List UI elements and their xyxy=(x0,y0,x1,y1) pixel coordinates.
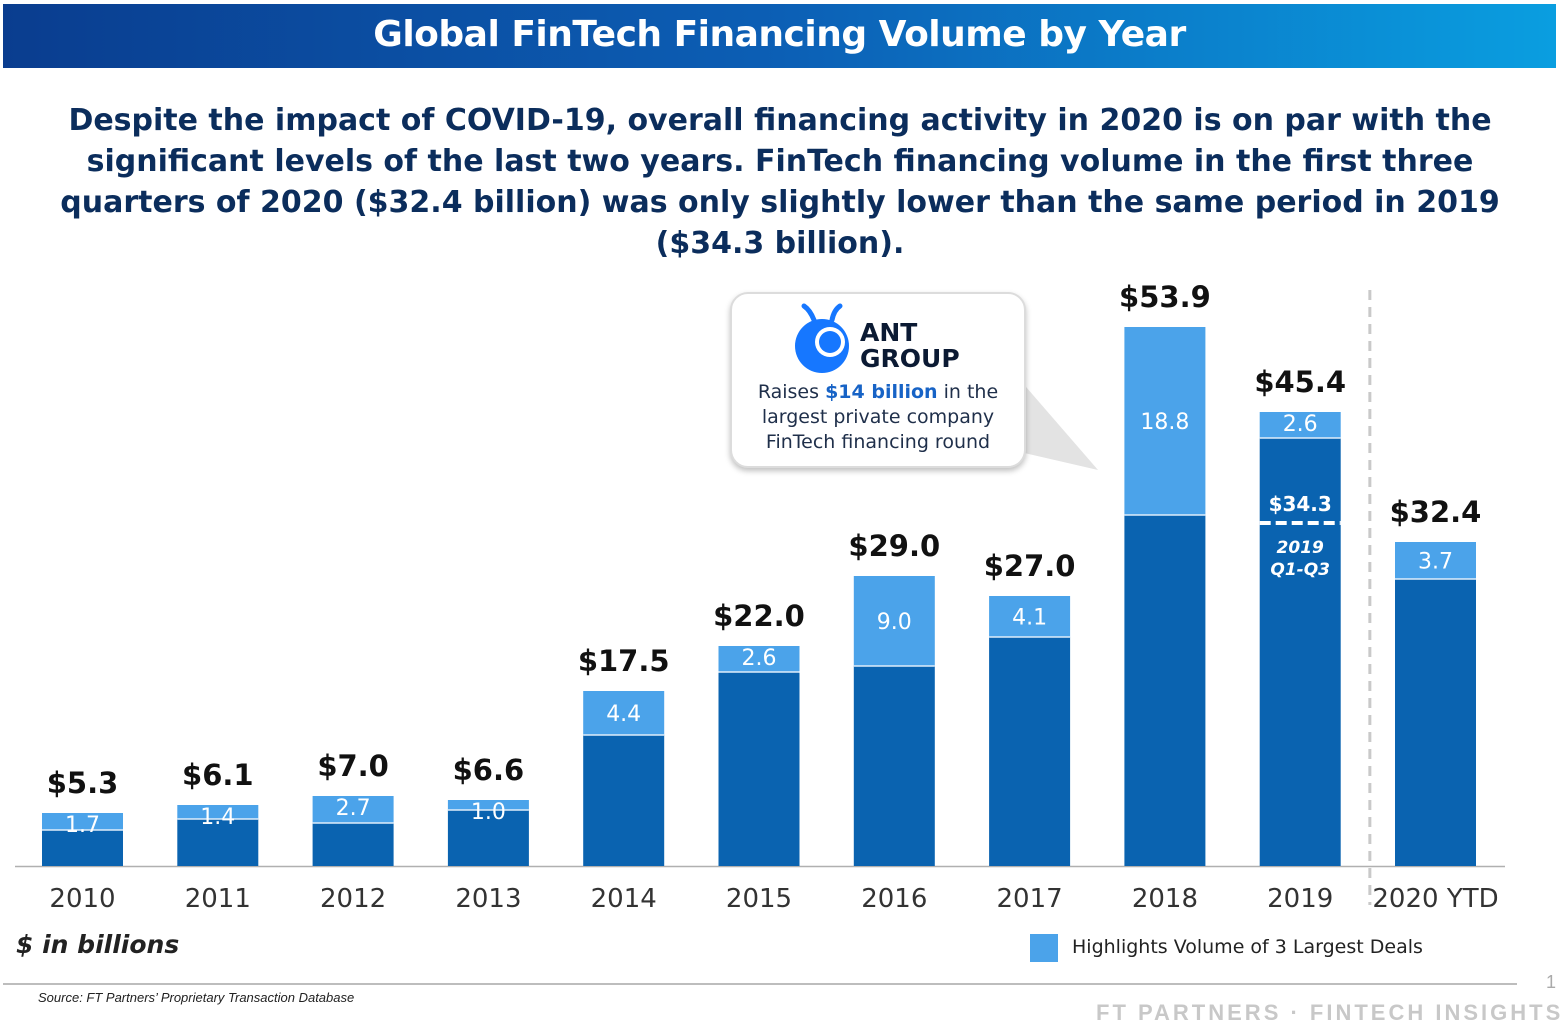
total-value-label: $45.4 xyxy=(1254,365,1346,399)
bar-highlight-2020-YTD xyxy=(1395,542,1476,579)
bar-base-2013 xyxy=(447,810,529,866)
total-value-label: $29.0 xyxy=(848,529,940,563)
x-tick-label: 2012 xyxy=(320,884,386,914)
highlight-value-label: 1.4 xyxy=(200,805,235,830)
bar-highlight-2013 xyxy=(447,800,529,810)
highlight-value-label: 4.4 xyxy=(606,702,641,727)
x-tick-label: 2020 YTD xyxy=(1372,884,1498,914)
total-value-label: $17.5 xyxy=(578,644,670,678)
ant-group-logo-icon xyxy=(795,303,849,373)
highlight-value-label: 2.6 xyxy=(1283,412,1318,437)
bar-base-2015 xyxy=(718,672,800,866)
ant-group-name: ANT GROUP xyxy=(860,320,960,372)
total-value-label: $5.3 xyxy=(47,766,119,800)
highlight-value-label: 9.0 xyxy=(877,610,912,635)
bar-base-2016 xyxy=(853,666,935,866)
x-tick-label: 2010 xyxy=(49,884,115,914)
highlight-value-label: 1.0 xyxy=(471,800,506,825)
x-tick-label: 2011 xyxy=(185,884,251,914)
page-subtitle: Despite the impact of COVID-19, overall … xyxy=(60,103,1500,261)
q1-q3-caption-year: 2019 xyxy=(1277,538,1324,558)
callout-text-highlight: $14 billion xyxy=(825,381,938,403)
source-note: Source: FT Partners’ Proprietary Transac… xyxy=(38,990,355,1005)
total-value-label: $22.0 xyxy=(713,599,805,633)
ant-group-name-line1: ANT xyxy=(860,318,918,347)
bar-highlight-2018 xyxy=(1124,327,1206,515)
callout-text: Raises $14 billion in the largest privat… xyxy=(742,380,1014,455)
x-tick-label: 2013 xyxy=(455,884,521,914)
bar-highlight-2011 xyxy=(177,805,259,819)
total-value-label: $32.4 xyxy=(1390,495,1482,529)
ant-group-name-line2: GROUP xyxy=(860,344,960,373)
page-number: 1 xyxy=(1546,972,1557,992)
bar-base-2020-YTD xyxy=(1395,579,1476,866)
bar-base-2014 xyxy=(583,735,665,866)
x-tick-label: 2018 xyxy=(1132,884,1198,914)
bar-base-2012 xyxy=(312,823,394,866)
highlight-value-label: 4.1 xyxy=(1012,606,1047,631)
highlight-value-label: 3.7 xyxy=(1418,550,1453,575)
q1-q3-caption-period: Q1-Q3 xyxy=(1270,560,1330,580)
total-value-label: $7.0 xyxy=(317,749,389,783)
x-tick-label: 2019 xyxy=(1267,884,1333,914)
bar-base-2018 xyxy=(1124,515,1206,866)
legend-label: Highlights Volume of 3 Largest Deals xyxy=(1072,936,1423,958)
x-tick-label: 2016 xyxy=(861,884,927,914)
callout-text-pre: Raises xyxy=(757,381,826,403)
total-value-label: $6.1 xyxy=(182,758,254,792)
x-tick-label: 2015 xyxy=(726,884,792,914)
q1-q3-value-label: $34.3 xyxy=(1269,492,1332,516)
bar-base-2017 xyxy=(989,637,1071,866)
highlight-value-label: 18.8 xyxy=(1140,410,1189,435)
x-tick-label: 2014 xyxy=(591,884,657,914)
title-banner: Global FinTech Financing Volume by Year xyxy=(3,4,1556,68)
footer-divider xyxy=(3,983,1517,985)
legend-swatch xyxy=(1030,934,1058,962)
bar-base-2010 xyxy=(42,830,123,866)
bar-highlight-2012 xyxy=(312,796,394,823)
bar-highlight-2017 xyxy=(989,596,1071,637)
callout-pointer xyxy=(1020,380,1098,470)
highlight-value-label: 2.6 xyxy=(742,646,777,671)
footer-brand: FT PARTNERS · FINTECH INSIGHTS xyxy=(1096,1000,1560,1025)
bar-base-2011 xyxy=(177,819,259,866)
x-tick-label: 2017 xyxy=(997,884,1063,914)
ant-group-callout: ANT GROUP Raises $14 billion in the larg… xyxy=(730,292,1026,468)
callout-text-post: in the largest private company FinTech f… xyxy=(761,381,999,453)
bar-highlight-2016 xyxy=(853,576,935,666)
bar-highlight-2014 xyxy=(583,691,665,735)
bar-highlight-2015 xyxy=(718,646,800,672)
bar-highlight-2019 xyxy=(1259,412,1341,438)
page-title: Global FinTech Financing Volume by Year xyxy=(373,14,1186,55)
bar-highlight-2010 xyxy=(42,813,123,830)
total-value-label: $6.6 xyxy=(453,753,525,787)
highlight-value-label: 2.7 xyxy=(336,796,371,821)
highlight-value-label: 1.7 xyxy=(65,813,100,838)
units-label: $ in billions xyxy=(16,930,180,959)
bar-base-2019 xyxy=(1259,438,1341,866)
total-value-label: $53.9 xyxy=(1119,280,1211,314)
total-value-label: $27.0 xyxy=(984,549,1076,583)
